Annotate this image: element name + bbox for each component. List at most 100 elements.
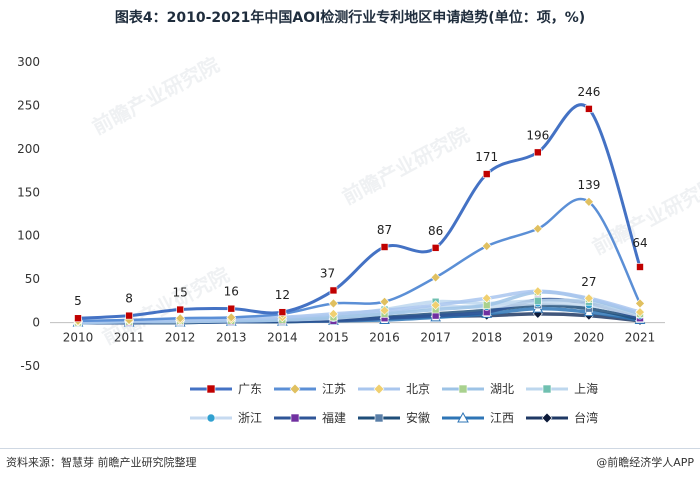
data-point <box>636 263 644 271</box>
chart-title: 图表4：2010-2021年中国AOI检测行业专利地区申请趋势(单位：项，%) <box>114 10 586 26</box>
series-line <box>76 103 642 320</box>
legend-row: 浙江 福建 安徽 江西 台湾 <box>188 409 598 426</box>
data-point <box>290 413 300 422</box>
legend-item: 浙江 <box>188 409 262 426</box>
data-point <box>278 308 287 316</box>
x-tick-label: 2017 <box>420 331 451 345</box>
data-point <box>380 243 389 251</box>
data-label: 15 <box>173 286 188 300</box>
data-label: 171 <box>475 150 498 164</box>
legend-label: 北京 <box>406 382 431 396</box>
legend-item: 安徽 <box>356 409 430 426</box>
data-label: 139 <box>577 178 600 192</box>
data-label: 64 <box>632 236 647 250</box>
legend-swatch <box>190 384 232 393</box>
legend-swatch <box>526 384 569 393</box>
data-label: 16 <box>224 285 239 299</box>
data-point <box>374 413 384 422</box>
data-point <box>534 148 542 157</box>
data-point <box>585 105 593 113</box>
y-tick-label: 100 <box>17 229 40 243</box>
data-point <box>482 170 491 178</box>
legend-label: 安徽 <box>406 411 431 425</box>
legend-item: 北京 <box>356 380 430 397</box>
data-point <box>206 384 216 393</box>
legend-swatch <box>190 413 232 422</box>
legend-item: 台湾 <box>524 409 598 426</box>
x-tick-label: 2019 <box>523 331 554 345</box>
data-point <box>289 383 301 394</box>
y-tick-label: 250 <box>17 98 40 112</box>
data-point <box>481 241 492 252</box>
source-note: 资料来源：智慧芽 前瞻产业研究院整理 <box>6 456 197 469</box>
data-point <box>227 304 236 313</box>
y-tick-label: 0 <box>32 316 40 330</box>
x-tick-label: 2020 <box>574 331 605 345</box>
legend-label: 福建 <box>322 411 347 425</box>
data-point <box>541 412 553 423</box>
x-tick-label: 2021 <box>625 331 656 345</box>
data-label: 37 <box>320 266 335 280</box>
data-label: 12 <box>275 288 290 302</box>
data-point <box>226 312 237 323</box>
data-point <box>481 293 492 304</box>
data-point <box>373 383 385 394</box>
data-point <box>206 413 216 422</box>
legend-label: 广东 <box>238 382 263 396</box>
data-point <box>532 286 543 297</box>
x-tick-label: 2010 <box>63 331 94 345</box>
y-tick-label: 300 <box>17 55 40 69</box>
data-point <box>328 308 339 319</box>
legend-label: 湖北 <box>490 382 515 396</box>
x-tick-label: 2014 <box>267 331 298 345</box>
data-point <box>635 298 645 309</box>
data-label: 27 <box>581 275 596 289</box>
legend-label: 台湾 <box>574 411 599 425</box>
data-point <box>430 300 441 311</box>
legend-swatch <box>442 411 485 422</box>
data-point <box>379 296 390 307</box>
legend-item: 江苏 <box>272 380 346 397</box>
data-point <box>583 196 594 207</box>
legend-item: 广东 <box>188 380 262 397</box>
x-tick-label: 2012 <box>165 331 196 345</box>
legend-swatch <box>274 383 317 394</box>
legend-item: 福建 <box>272 409 346 426</box>
data-point <box>430 272 441 283</box>
legend-swatch <box>526 412 569 423</box>
data-label: 5 <box>74 294 82 308</box>
footer-divider <box>0 448 700 449</box>
legend-swatch <box>358 413 401 422</box>
data-point <box>542 384 552 393</box>
x-tick-label: 2011 <box>114 331 145 345</box>
y-tick-label: 50 <box>25 272 40 286</box>
y-tick-label: -50 <box>20 359 40 373</box>
data-point <box>583 293 594 304</box>
data-point <box>431 244 440 252</box>
data-point <box>328 298 339 309</box>
data-label: 86 <box>428 224 443 238</box>
legend-item: 江西 <box>440 409 514 426</box>
y-tick-label: 150 <box>17 185 40 199</box>
x-tick-label: 2015 <box>318 331 349 345</box>
data-point <box>125 311 133 320</box>
x-tick-label: 2013 <box>216 331 247 345</box>
y-tick-label: 200 <box>17 142 40 156</box>
data-label: 196 <box>526 128 549 142</box>
legend-label: 浙江 <box>238 411 263 425</box>
legend-swatch <box>358 383 401 394</box>
data-point <box>532 223 543 234</box>
data-label: 8 <box>125 292 133 306</box>
data-label: 87 <box>377 223 392 237</box>
legend-label: 上海 <box>574 382 599 396</box>
legend-item: 湖北 <box>440 380 514 397</box>
data-point <box>534 297 542 305</box>
data-point <box>457 411 469 422</box>
x-tick-label: 2018 <box>471 331 502 345</box>
x-tick-label: 2016 <box>369 331 400 345</box>
data-point <box>379 305 390 316</box>
legend-swatch <box>442 384 485 393</box>
brand-credit: @前瞻经济学人APP <box>596 456 694 469</box>
data-label: 246 <box>577 85 600 99</box>
